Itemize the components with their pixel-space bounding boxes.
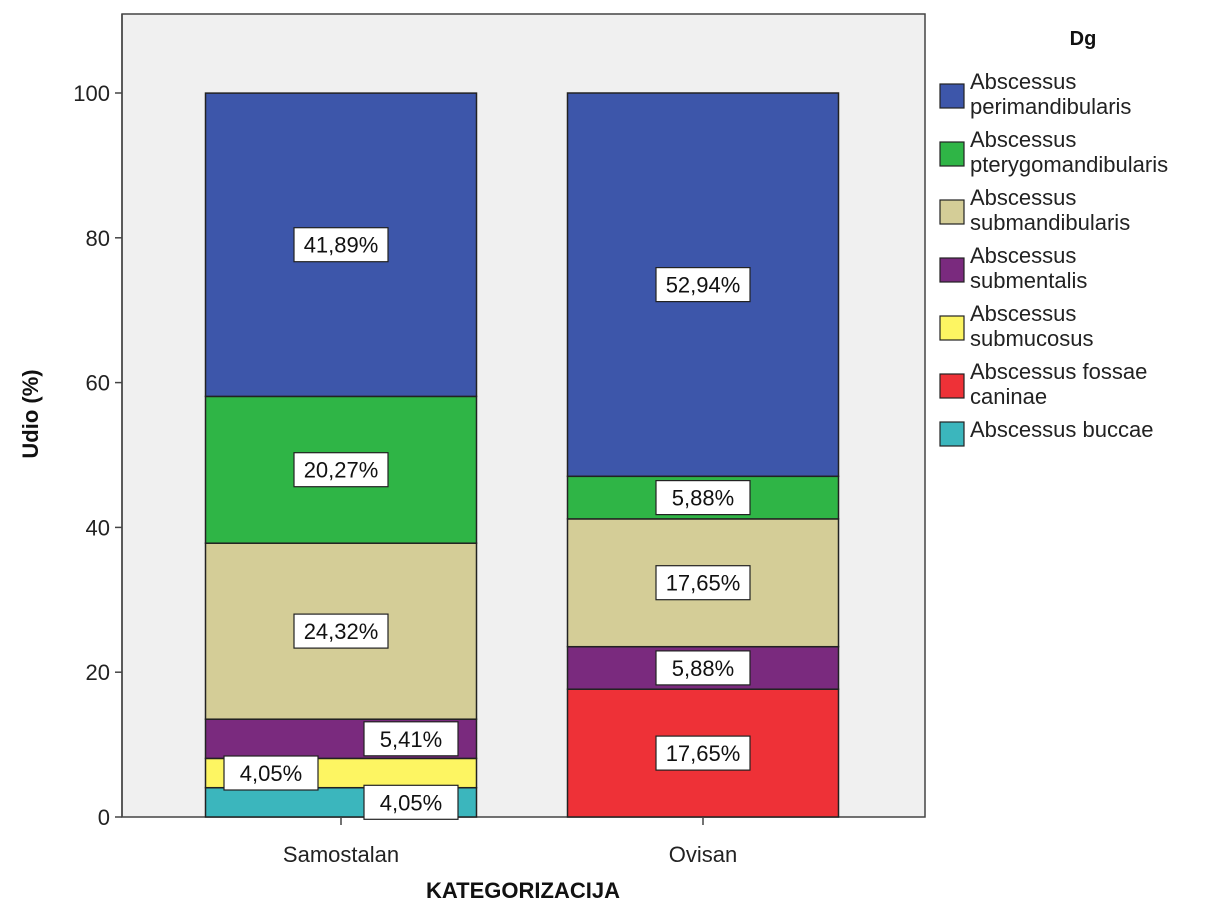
legend-label: pterygomandibularis [970, 152, 1168, 177]
data-label: 20,27% [293, 452, 389, 488]
data-label: 17,65% [655, 565, 751, 601]
data-label: 41,89% [293, 227, 389, 263]
data-label-text: 41,89% [304, 233, 379, 258]
data-label: 4,05% [363, 784, 459, 820]
data-label-text: 17,65% [666, 571, 741, 596]
legend: Dg AbscessusperimandibularisAbscessuspte… [939, 28, 1168, 447]
data-label-box [293, 613, 389, 649]
legend-swatch [939, 421, 965, 447]
legend-label: Abscessus [970, 301, 1076, 326]
data-label-box [363, 784, 459, 820]
x-axis: Samostalan Ovisan [283, 817, 737, 867]
legend-label: Abscessus [970, 243, 1076, 268]
legend-label: submucosus [970, 326, 1094, 351]
legend-title: Dg [1070, 28, 1097, 50]
data-label-text: 17,65% [666, 741, 741, 766]
y-tick-label: 60 [86, 371, 110, 396]
legend-swatch [939, 373, 965, 399]
data-label-text: 4,05% [240, 761, 302, 786]
legend-label: Abscessus [970, 69, 1076, 94]
x-tick-label: Ovisan [669, 842, 737, 867]
legend-label: caninae [970, 384, 1047, 409]
data-label: 5,41% [363, 721, 459, 757]
data-label-box [655, 565, 751, 601]
y-axis: 0 20 40 60 80 100 [73, 14, 123, 830]
data-label: 5,88% [655, 650, 751, 686]
data-label-text: 4,05% [380, 790, 442, 815]
legend-label: Abscessus fossae [970, 359, 1147, 384]
data-label-box [293, 227, 389, 263]
y-tick-label: 0 [98, 805, 110, 830]
data-label: 52,94% [655, 267, 751, 303]
x-tick-label: Samostalan [283, 842, 399, 867]
legend-label: submentalis [970, 268, 1087, 293]
legend-swatch [939, 83, 965, 109]
x-axis-title: KATEGORIZACIJA [426, 878, 620, 903]
legend-swatch [939, 199, 965, 225]
data-label-box [655, 735, 751, 771]
data-label-text: 5,41% [380, 727, 442, 752]
legend-label: perimandibularis [970, 94, 1131, 119]
data-label: 24,32% [293, 613, 389, 649]
data-labels-layer: 4,05% 4,05% 5,41% 24,32% 20,27% 41,89% 17,65% 5… [223, 227, 751, 820]
data-label-text: 20,27% [304, 458, 379, 483]
legend-swatch [939, 315, 965, 341]
legend-label: Abscessus buccae [970, 417, 1153, 442]
data-label-box [655, 650, 751, 686]
legend-items: AbscessusperimandibularisAbscessuspteryg… [939, 69, 1168, 447]
y-tick-label: 100 [73, 81, 110, 106]
data-label-box [655, 480, 751, 516]
legend-label: Abscessus [970, 185, 1076, 210]
y-tick-label: 40 [86, 515, 110, 540]
data-label-text: 24,32% [304, 619, 379, 644]
data-label-box [223, 755, 319, 791]
data-label-text: 52,94% [666, 273, 741, 298]
data-label-box [655, 267, 751, 303]
legend-label: submandibularis [970, 210, 1130, 235]
legend-swatch [939, 257, 965, 283]
legend-item: Abscessus buccae [939, 417, 1153, 447]
legend-swatch [939, 141, 965, 167]
data-label-box [293, 452, 389, 488]
data-label-text: 5,88% [672, 656, 734, 681]
y-tick-label: 80 [86, 226, 110, 251]
legend-label: Abscessus [970, 127, 1076, 152]
data-label-text: 5,88% [672, 486, 734, 511]
data-label-box [363, 721, 459, 757]
y-axis-title: Udio (%) [18, 369, 43, 458]
y-tick-label: 20 [86, 660, 110, 685]
data-label: 17,65% [655, 735, 751, 771]
bars-layer [204, 92, 840, 818]
data-label: 5,88% [655, 480, 751, 516]
data-label: 4,05% [223, 755, 319, 791]
